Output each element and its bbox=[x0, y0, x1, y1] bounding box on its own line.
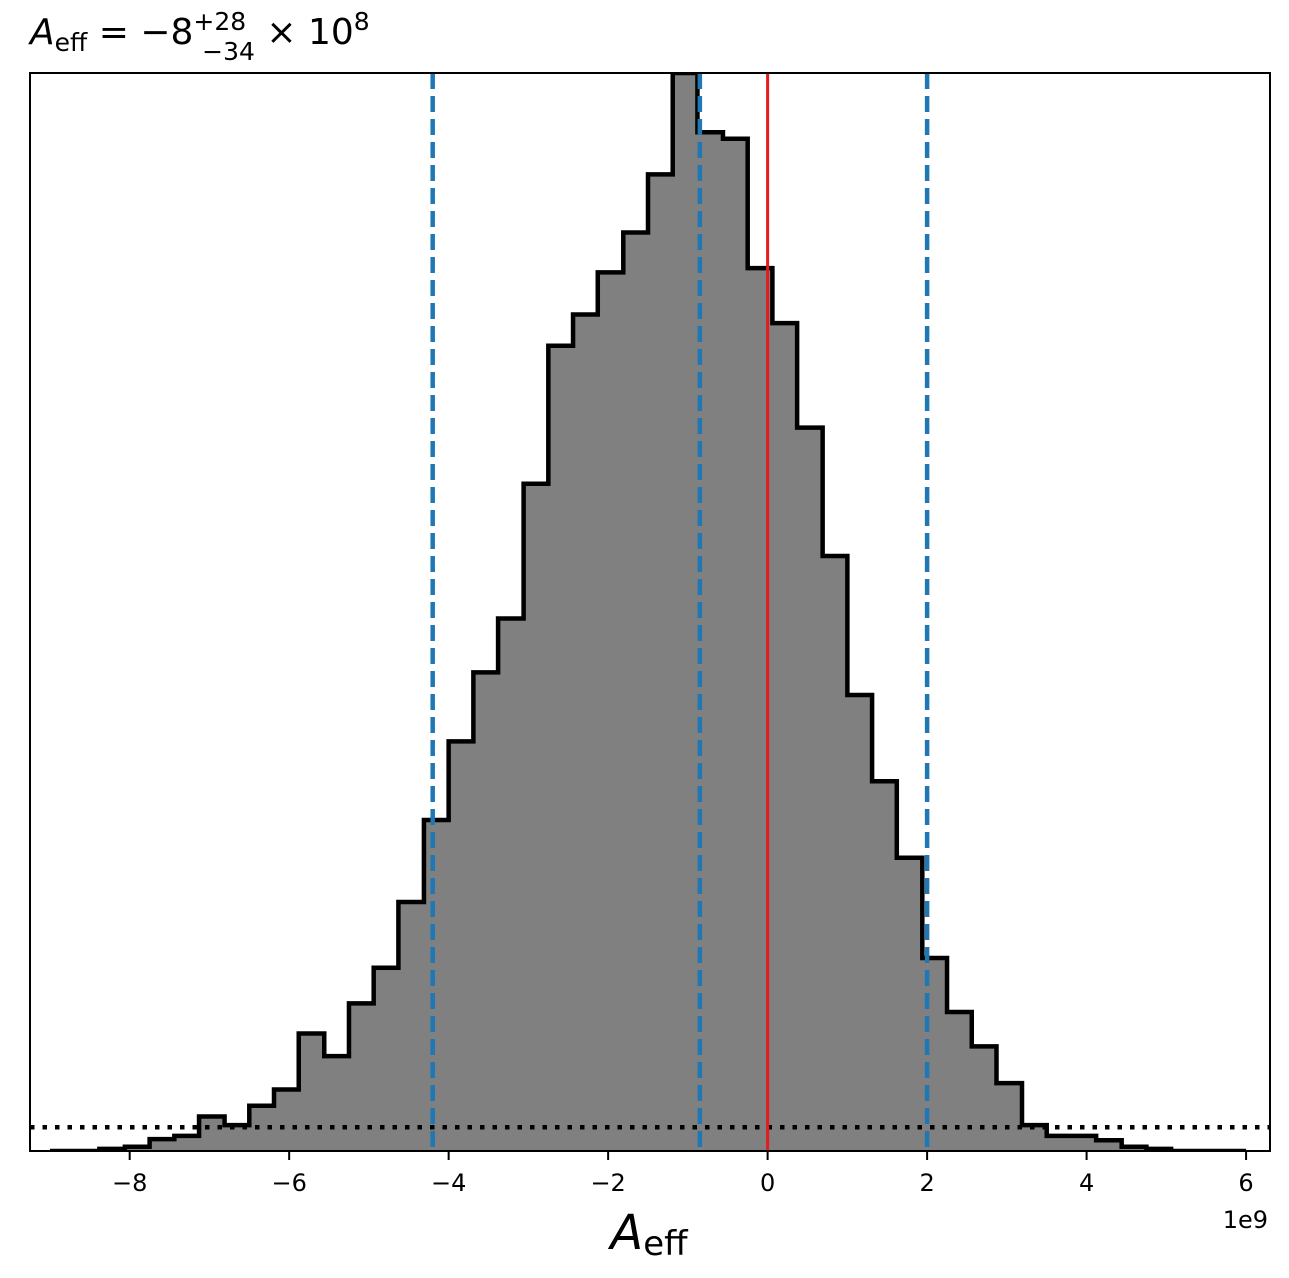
x-tick-label: 2 bbox=[919, 1169, 934, 1197]
x-tick-label: −6 bbox=[271, 1169, 306, 1197]
x-tick-label: −4 bbox=[431, 1169, 466, 1197]
title-upper-error: +28 bbox=[193, 7, 246, 36]
xlabel-subscript: eff bbox=[643, 1224, 689, 1264]
x-tick-label: −2 bbox=[590, 1169, 625, 1197]
x-offset-label: 1e9 bbox=[1223, 1206, 1268, 1234]
vertical-lines bbox=[430, 73, 930, 1151]
title-times: × 10 bbox=[255, 12, 354, 53]
axes-frame bbox=[29, 72, 1271, 1152]
chart-title: Aeff = −8+28 −34 × 108 bbox=[28, 7, 370, 66]
x-axis-label: Aeff bbox=[607, 1205, 689, 1264]
title-equals: = −8 bbox=[87, 12, 193, 53]
xlabel-symbol: A bbox=[607, 1205, 643, 1261]
x-tick-label: 6 bbox=[1238, 1169, 1253, 1197]
title-lower-error: −34 bbox=[202, 37, 255, 66]
x-tick-label: 4 bbox=[1079, 1169, 1094, 1197]
x-tick-label: 0 bbox=[760, 1169, 775, 1197]
title-subscript: eff bbox=[55, 28, 88, 57]
x-tick-label: −8 bbox=[112, 1169, 147, 1197]
histogram-edge bbox=[49, 73, 1247, 1151]
title-symbol: A bbox=[28, 12, 55, 53]
plot-area bbox=[30, 73, 1270, 1151]
x-axis-ticks: −8 −6 −4 −2 0 2 4 6 bbox=[112, 1151, 1254, 1197]
histogram-fill bbox=[49, 73, 1247, 1151]
title-exponent: 8 bbox=[354, 7, 370, 36]
